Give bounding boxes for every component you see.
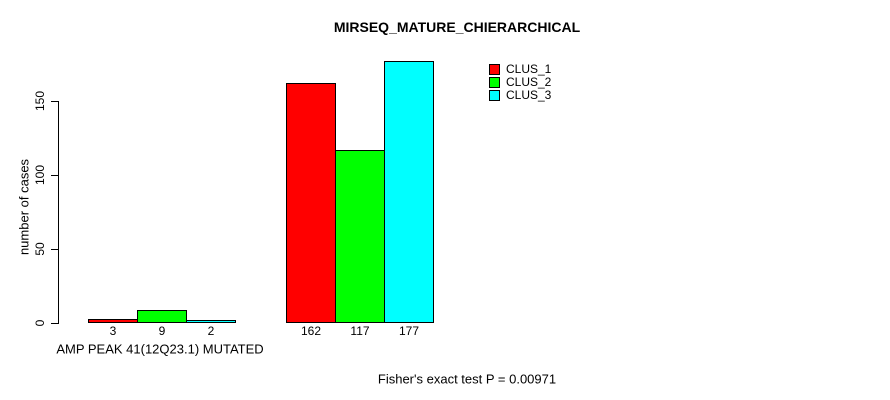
legend-item-clus-2: CLUS_2	[489, 75, 552, 89]
legend-swatch-clus-3	[489, 90, 500, 101]
bar-clus_1-group2	[286, 83, 336, 323]
chart-title: MIRSEQ_MATURE_CHIERARCHICAL	[333, 19, 581, 35]
legend-item-clus-1: CLUS_1	[489, 62, 552, 76]
bar-clus_2-group1	[137, 310, 187, 323]
y-tick-label: 0	[33, 319, 47, 327]
y-tick-mark	[51, 101, 58, 102]
bar-value-label: 2	[207, 324, 215, 338]
bar-clus_3-group1	[186, 320, 236, 323]
bar-value-label: 9	[158, 324, 166, 338]
x-group-label: AMP PEAK 41(12Q23.1) MUTATED	[56, 341, 264, 357]
y-tick-label: 50	[33, 242, 47, 256]
y-tick-mark	[51, 323, 58, 324]
legend-label: CLUS_1	[506, 62, 552, 76]
legend-label: CLUS_3	[506, 88, 552, 102]
bar-clus_1-group1	[88, 319, 138, 323]
y-axis-line	[58, 101, 59, 324]
bar-value-label: 3	[109, 324, 117, 338]
y-tick-mark	[51, 175, 58, 176]
bar-clus_3-group2	[384, 61, 434, 323]
bar-value-label: 162	[300, 324, 322, 338]
legend-swatch-clus-1	[489, 64, 500, 75]
legend-swatch-clus-2	[489, 77, 500, 88]
bar-value-label: 117	[350, 324, 370, 338]
legend: CLUS_1 CLUS_2 CLUS_3	[489, 62, 552, 103]
y-axis-label: number of cases	[16, 158, 32, 256]
legend-label: CLUS_2	[506, 75, 552, 89]
bar-clus_2-group2	[335, 150, 385, 323]
y-tick-label: 100	[33, 164, 47, 186]
legend-item-clus-3: CLUS_3	[489, 88, 552, 102]
y-tick-mark	[51, 249, 58, 250]
bar-value-label: 177	[398, 324, 420, 338]
footnote-text: Fisher's exact test P = 0.00971	[377, 371, 557, 387]
y-tick-label: 150	[33, 90, 47, 112]
